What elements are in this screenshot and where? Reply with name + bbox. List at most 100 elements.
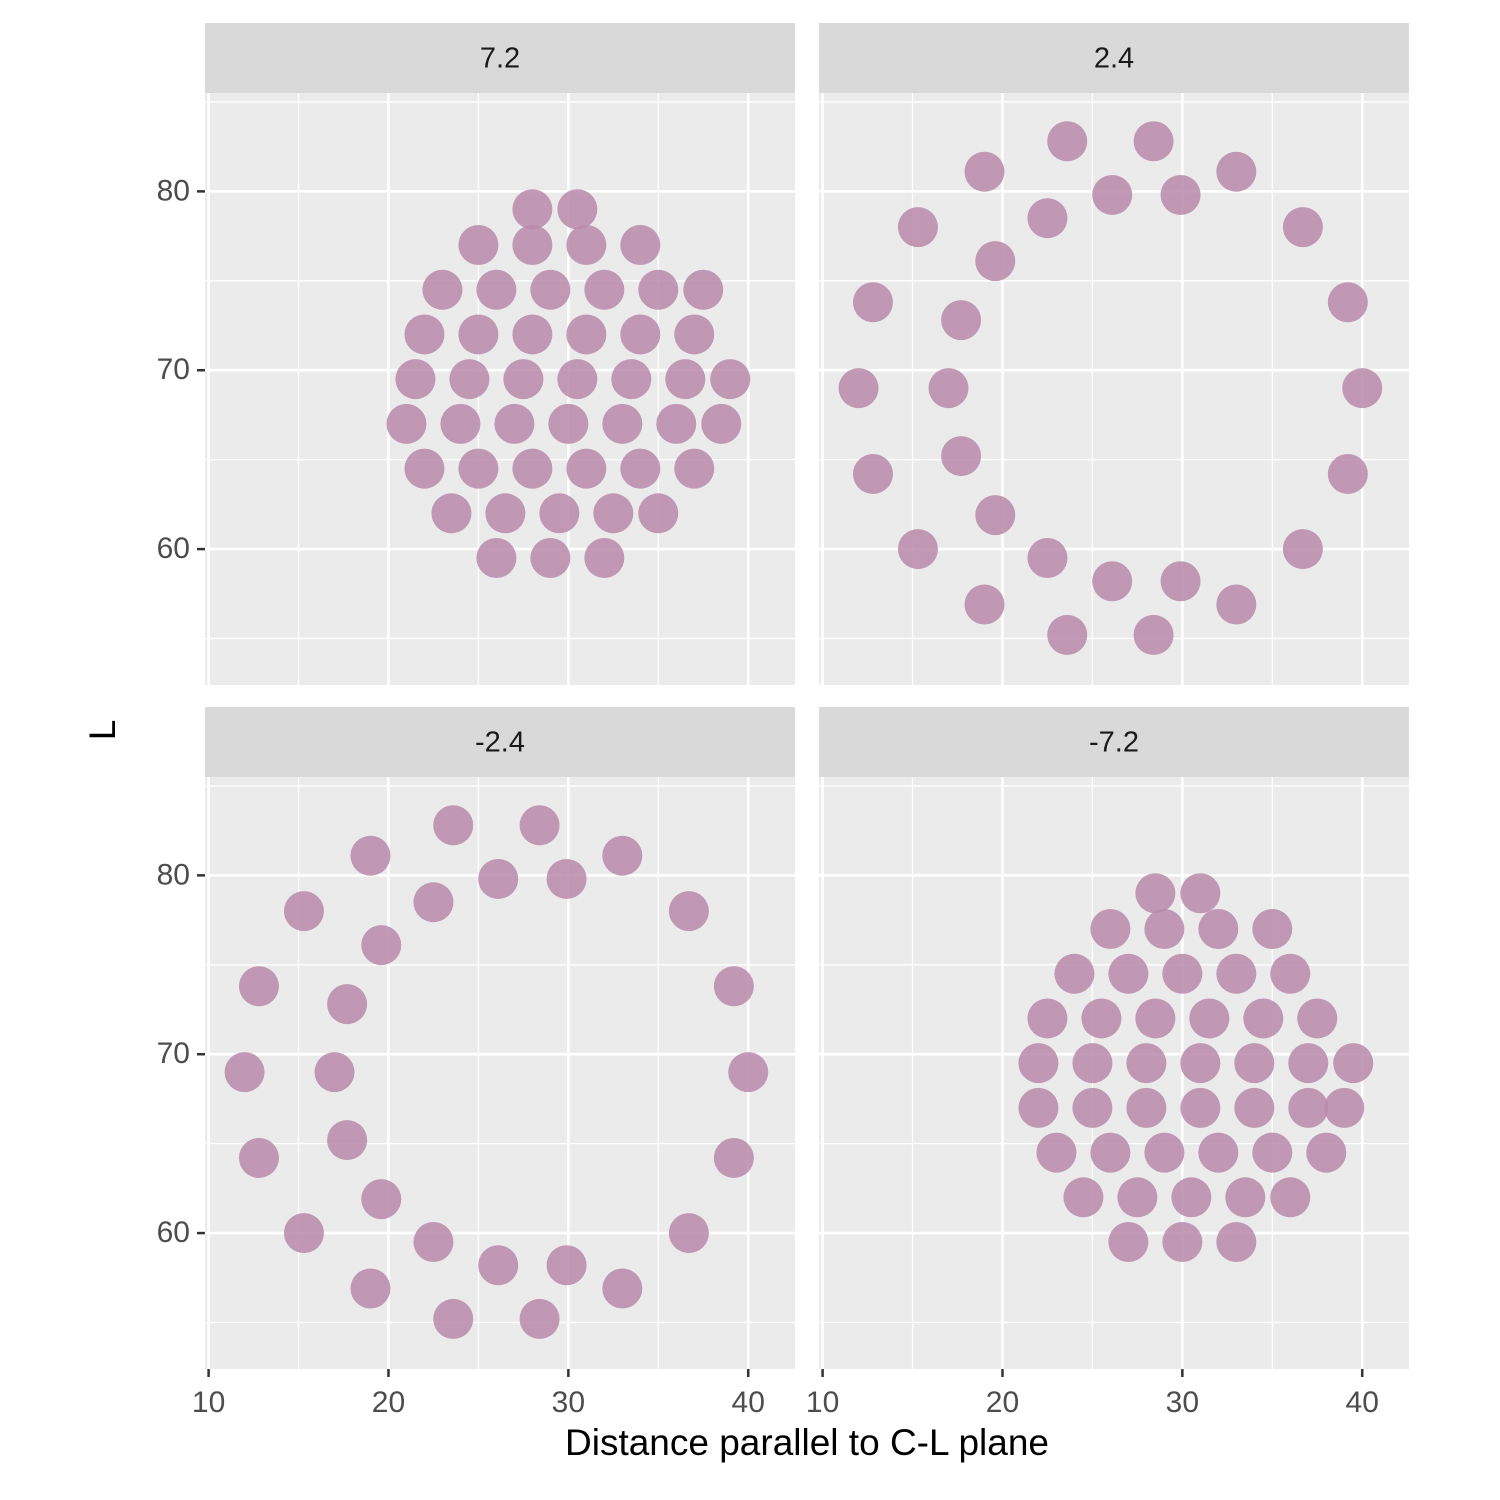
strip [205,23,795,93]
point [1063,1177,1104,1218]
point [327,1120,368,1161]
point [1117,1177,1158,1218]
strip [819,23,1409,93]
point [566,448,607,489]
point [1252,1132,1293,1173]
point [1108,953,1149,994]
strip [205,707,795,777]
point [530,269,571,310]
point [458,225,499,266]
point [361,1179,402,1220]
x-tick-label: 30 [1166,1386,1199,1419]
x-tick-label: 20 [372,1386,405,1419]
panel-content [205,777,795,1369]
point [1160,561,1201,602]
point [431,493,472,534]
point [557,189,598,230]
point [327,984,368,1025]
point [1126,1087,1167,1128]
point [566,225,607,266]
point [395,359,436,400]
point [1270,953,1311,994]
point [941,436,982,477]
point [674,314,715,355]
point [512,314,553,355]
point [1072,1087,1113,1128]
x-axis-title: Distance parallel to C-L plane [565,1422,1049,1463]
point [386,403,427,444]
point [665,359,706,400]
point [478,1245,519,1286]
point [1282,529,1323,570]
point [440,403,481,444]
point [1090,909,1131,950]
y-axis-title: L [82,720,123,741]
point [1180,873,1221,914]
point [519,1298,560,1339]
y-tick-label: 80 [157,858,190,891]
point [1216,953,1257,994]
point [1072,1043,1113,1084]
point [1327,282,1368,323]
point [494,403,535,444]
point [975,241,1016,282]
point [476,269,517,310]
point [602,403,643,444]
point [1216,1222,1257,1263]
point [975,495,1016,536]
point [668,891,709,932]
point [1126,1043,1167,1084]
point [557,359,598,400]
point [404,448,445,489]
point [1180,1043,1221,1084]
point [1243,998,1284,1039]
point [674,448,715,489]
point [458,314,499,355]
point [1081,998,1122,1039]
point [314,1052,355,1093]
point [1108,1222,1149,1263]
point [1270,1177,1311,1218]
point [838,368,879,409]
point [1198,909,1239,950]
point [283,891,324,932]
point [1288,1043,1329,1084]
point [1171,1177,1212,1218]
point [656,403,697,444]
strip-label: 2.4 [1094,43,1134,75]
point [1234,1087,1275,1128]
point [1216,151,1257,192]
point [964,151,1005,192]
point [1162,953,1203,994]
strip-label: 7.2 [480,43,520,75]
point [1027,998,1068,1039]
point [361,925,402,966]
point [476,538,517,579]
point [512,189,553,230]
x-tick-label: 40 [1346,1386,1379,1419]
point [593,493,634,534]
point [584,538,625,579]
strip-label: -2.4 [475,727,525,759]
strip [819,707,1409,777]
point [238,1137,279,1178]
point [1018,1043,1059,1084]
point [852,453,893,494]
panel-content [819,777,1409,1369]
point [1135,873,1176,914]
point [584,269,625,310]
point [548,403,589,444]
point [283,1213,324,1254]
point [638,269,679,310]
point [530,538,571,579]
point [1225,1177,1266,1218]
point [1092,174,1133,215]
point [238,966,279,1007]
point [620,225,661,266]
x-tick-label: 20 [986,1386,1019,1419]
point [546,858,587,899]
point [1135,998,1176,1039]
point [620,448,661,489]
point [413,882,454,923]
point [1144,909,1185,950]
